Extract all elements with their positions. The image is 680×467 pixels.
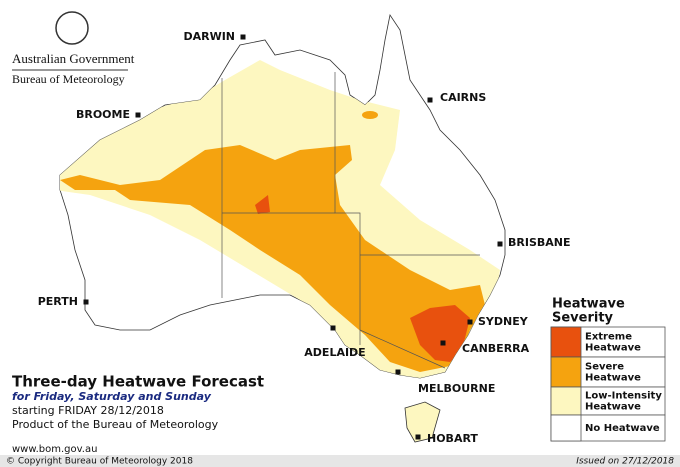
product-note: Product of the Bureau of Meteorology xyxy=(12,418,219,431)
city-label: ADELAIDE xyxy=(304,346,365,359)
city-label: BRISBANE xyxy=(508,236,571,249)
url: www.bom.gov.au xyxy=(12,444,97,455)
legend-title: Severity xyxy=(552,311,614,326)
city-marker xyxy=(135,112,141,118)
city-label: BROOME xyxy=(76,108,130,121)
issued-date: Issued on 27/12/2018 xyxy=(576,457,674,467)
legend-label: Heatwave xyxy=(585,402,641,413)
city-marker xyxy=(415,434,421,440)
city-marker xyxy=(467,319,473,325)
agency-label: Bureau of Meteorology xyxy=(12,72,125,86)
footer-bar xyxy=(0,455,680,467)
city-label: PERTH xyxy=(38,295,78,308)
city-label: CAIRNS xyxy=(440,91,486,104)
map-title: Three-day Heatwave Forecast xyxy=(12,373,264,391)
city-label: DARWIN xyxy=(183,30,235,43)
legend-swatch xyxy=(550,414,582,442)
legend: Heatwave Severity ExtremeHeatwaveSevereH… xyxy=(550,297,666,442)
legend-swatch xyxy=(550,356,582,388)
legend-title: Heatwave xyxy=(552,297,625,312)
legend-label: Low-Intensity xyxy=(585,391,662,402)
start-date: starting FRIDAY 28/12/2018 xyxy=(12,404,164,417)
city-label: HOBART xyxy=(427,432,478,445)
legend-label: Severe xyxy=(585,362,624,373)
city-marker xyxy=(330,325,336,331)
tasmania xyxy=(404,401,441,443)
legend-label: Extreme xyxy=(585,332,632,343)
legend-label: Heatwave xyxy=(585,373,641,384)
city-label: CANBERRA xyxy=(462,342,530,355)
title-block: Three-day Heatwave Forecast for Friday, … xyxy=(12,373,264,456)
cities: DARWIN CAIRNS BROOME BRISBANE PERTH SYDNEY CAN… xyxy=(38,30,571,445)
legend-label: No Heatwave xyxy=(585,423,660,434)
government-label: Australian Government xyxy=(12,51,135,66)
legend-swatch xyxy=(550,326,582,358)
city-marker xyxy=(395,369,401,375)
legend-swatch xyxy=(550,386,582,416)
city-label: MELBOURNE xyxy=(418,382,495,395)
city-label: SYDNEY xyxy=(478,315,529,328)
city-marker xyxy=(427,97,433,103)
copyright: © Copyright Bureau of Meteorology 2018 xyxy=(6,457,193,467)
city-marker xyxy=(83,299,89,305)
city-marker xyxy=(497,241,503,247)
logo: Australian Government Bureau of Meteorol… xyxy=(12,11,135,86)
subtitle: for Friday, Saturday and Sunday xyxy=(12,390,212,403)
legend-label: Heatwave xyxy=(585,343,641,354)
city-marker xyxy=(240,34,246,40)
city-marker xyxy=(440,340,446,346)
mainland xyxy=(59,13,506,443)
